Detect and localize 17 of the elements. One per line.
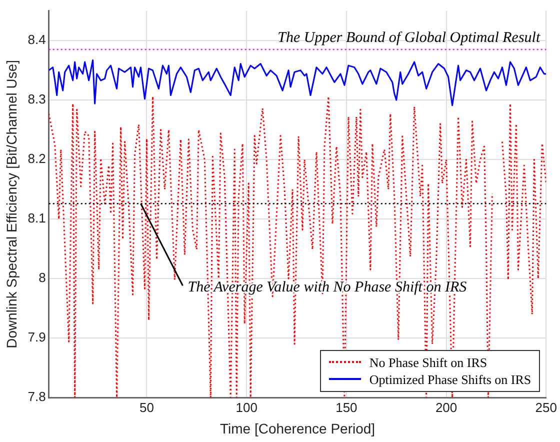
x-axis-title: Time [Coherence Period] xyxy=(220,420,376,436)
x-tick-label: 200 xyxy=(435,400,458,415)
y-tick-label: 7.8 xyxy=(28,389,46,404)
x-tick-label: 100 xyxy=(236,400,258,415)
y-tick-label: 8 xyxy=(38,270,46,286)
y-tick-label: 8.2 xyxy=(28,151,46,166)
legend-label: Optimized Phase Shifts on IRS xyxy=(369,370,532,388)
ref-line-label: The Upper Bound of Global Optimal Result xyxy=(278,30,541,46)
y-tick-label: 7.9 xyxy=(28,330,46,345)
y-tick-label: 8.3 xyxy=(28,92,46,107)
x-tick-label: 50 xyxy=(139,400,154,415)
y-tick-label: 8.1 xyxy=(28,210,46,226)
x-tick-label: 150 xyxy=(336,400,358,415)
legend-label: No Phase Shift on IRS xyxy=(369,354,488,371)
y-tick-label: 8.4 xyxy=(28,32,46,48)
y-axis-title: Downlink Spectral Efficiency [Bit/Channel Use] xyxy=(3,60,20,348)
x-tick-label: 250 xyxy=(535,400,558,415)
